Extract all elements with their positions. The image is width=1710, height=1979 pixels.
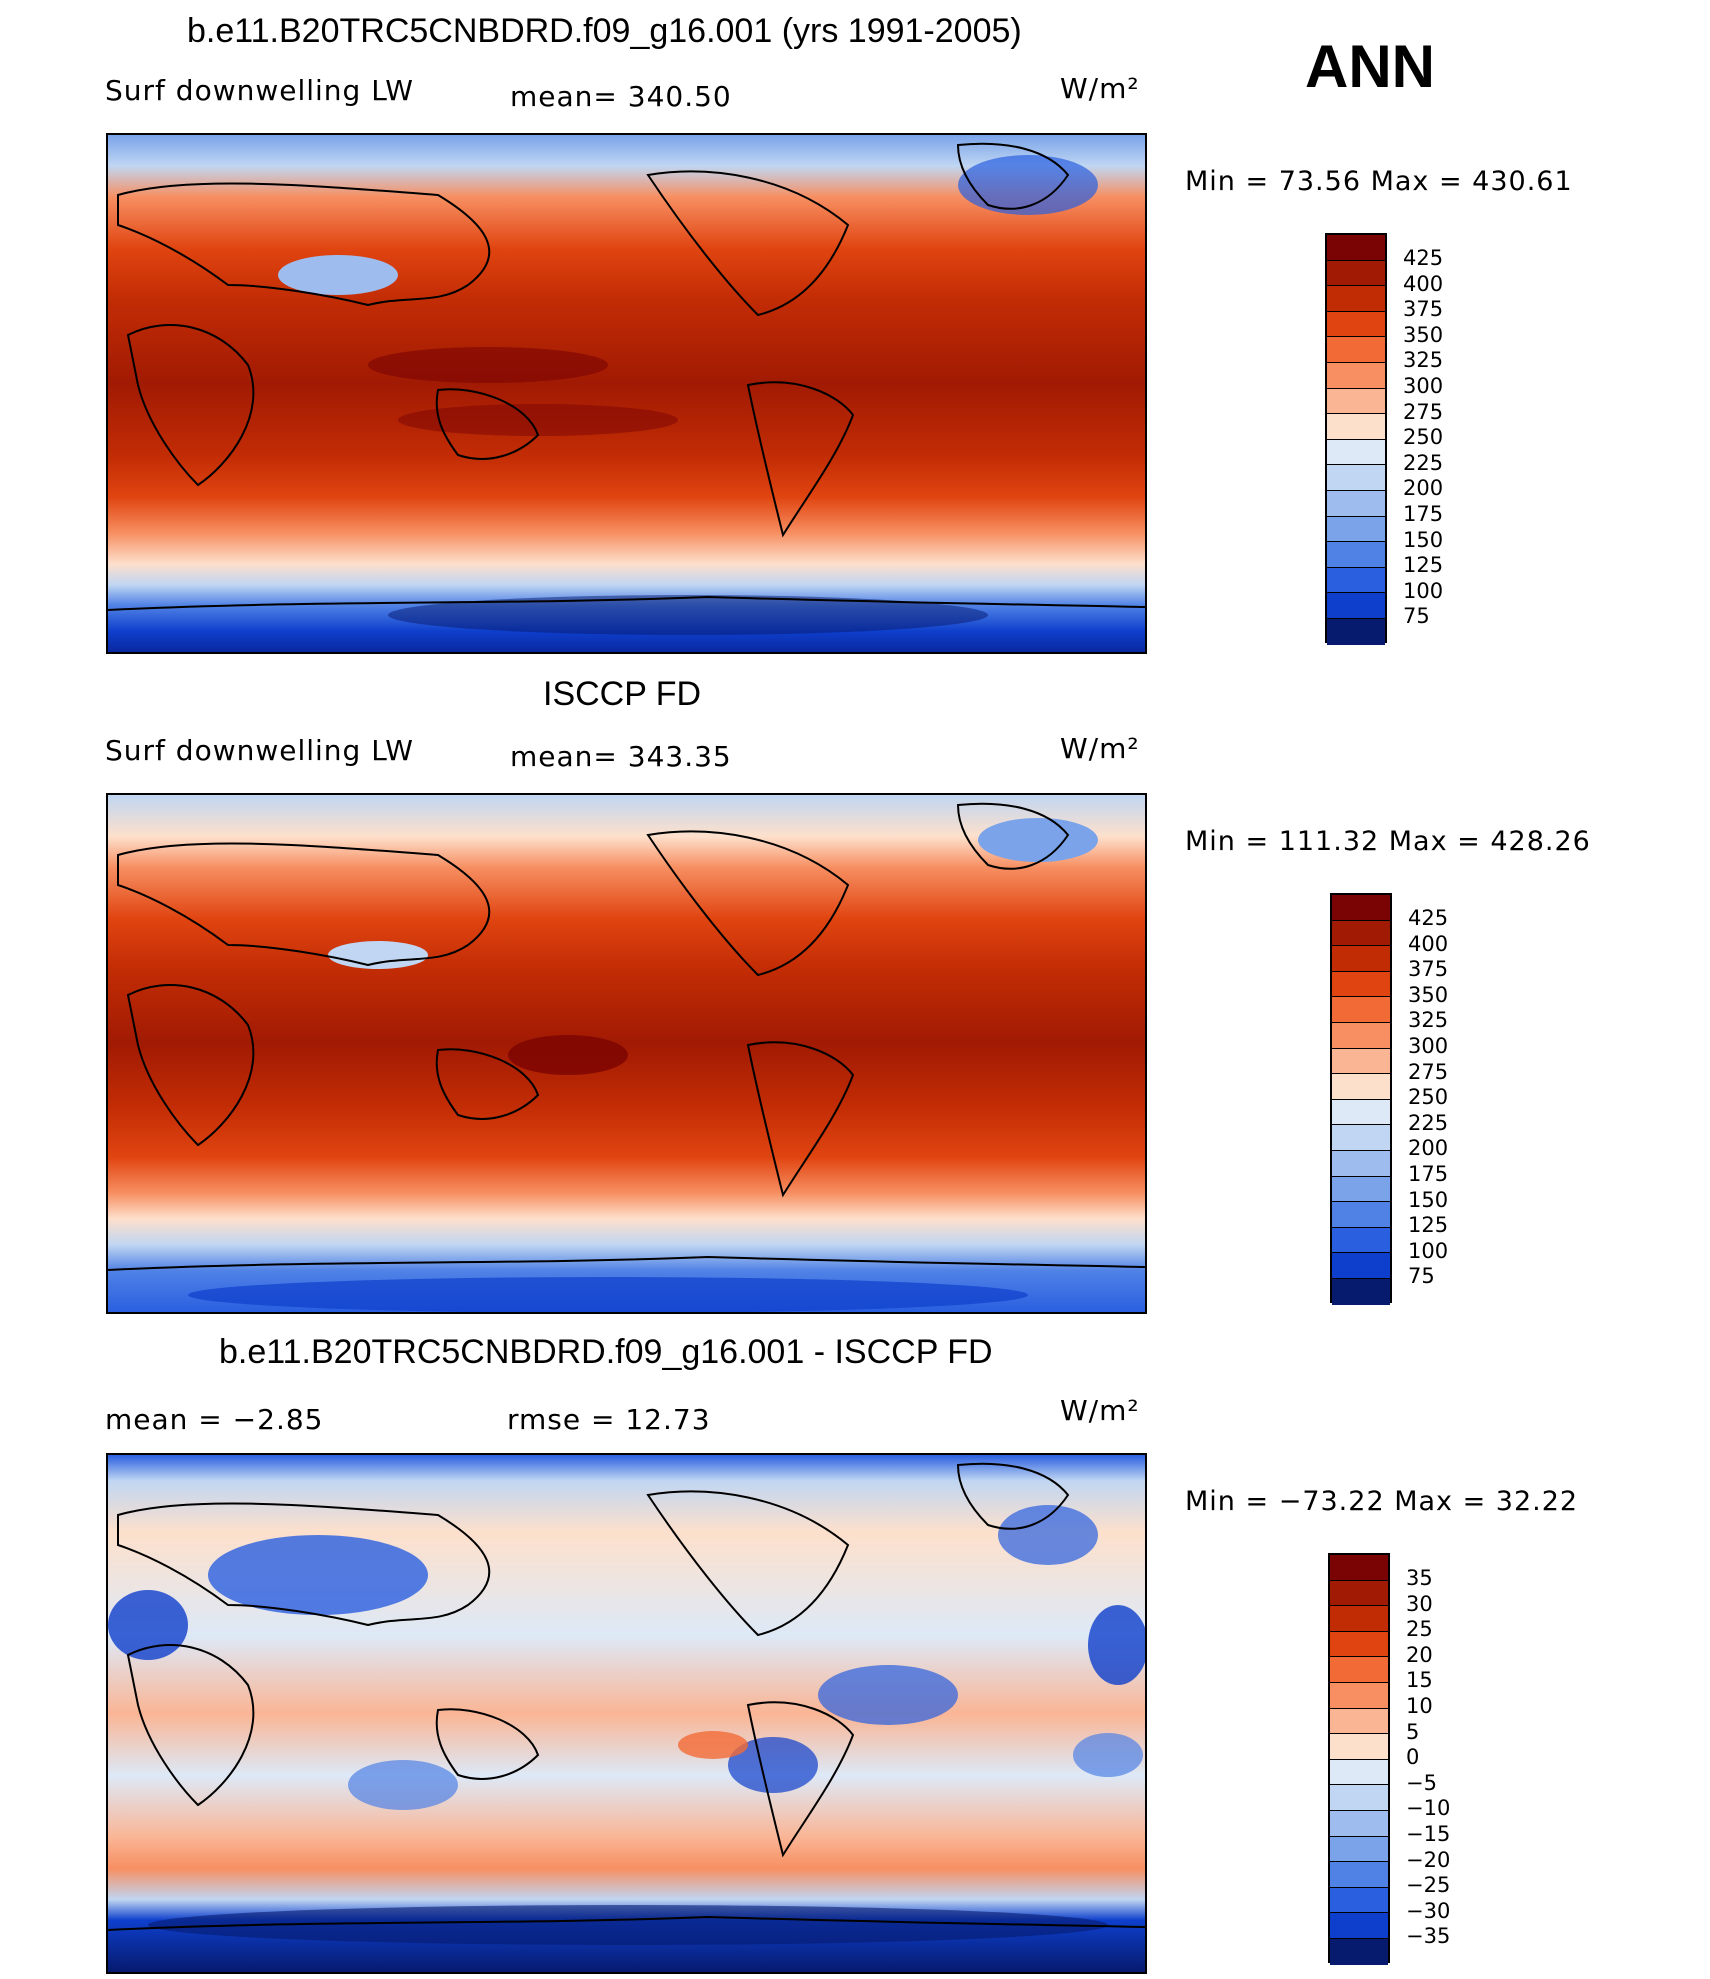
panel1-map <box>106 133 1147 654</box>
colorbar-tick: 200 <box>1408 1136 1449 1161</box>
colorbar-tick: 25 <box>1406 1617 1433 1642</box>
colorbar-tick: 375 <box>1403 297 1444 322</box>
panel3-title: b.e11.B20TRC5CNBDRD.f09_g16.001 - ISCCP … <box>219 1333 993 1371</box>
panel3-rmse-label: rmse = 12.73 <box>507 1403 711 1436</box>
panel2-title: ISCCP FD <box>543 675 702 713</box>
colorbar-tick: 30 <box>1406 1591 1433 1616</box>
panel2-variable-label: Surf downwelling LW <box>105 734 414 767</box>
panel3-colorbar <box>1328 1553 1390 1965</box>
season-label: ANN <box>1305 33 1435 100</box>
colorbar-tick: 175 <box>1403 501 1444 526</box>
panel2-minmax: Min = 111.32 Max = 428.26 <box>1185 826 1591 857</box>
colorbar-tick: 150 <box>1408 1187 1449 1212</box>
colorbar-tick: 275 <box>1408 1059 1449 1084</box>
colorbar-tick: 400 <box>1408 931 1449 956</box>
colorbar-tick: −25 <box>1406 1873 1451 1898</box>
panel1-mean-label: mean= 340.50 <box>510 80 732 113</box>
colorbar-tick: 100 <box>1403 578 1444 603</box>
colorbar-tick: 400 <box>1403 271 1444 296</box>
colorbar-tick: 10 <box>1406 1693 1433 1718</box>
colorbar-tick: 20 <box>1406 1642 1433 1667</box>
colorbar-tick: 300 <box>1403 373 1444 398</box>
colorbar-tick: 5 <box>1406 1719 1420 1744</box>
colorbar-tick: 175 <box>1408 1161 1449 1186</box>
colorbar-tick: 350 <box>1408 982 1449 1007</box>
colorbar-tick: 15 <box>1406 1668 1433 1693</box>
colorbar-tick: 250 <box>1403 425 1444 450</box>
colorbar-tick: −10 <box>1406 1796 1451 1821</box>
colorbar-tick: 150 <box>1403 527 1444 552</box>
colorbar-tick: 325 <box>1408 1008 1449 1033</box>
colorbar-tick: 125 <box>1408 1213 1449 1238</box>
panel1-minmax: Min = 73.56 Max = 430.61 <box>1185 166 1573 197</box>
colorbar-tick: 375 <box>1408 957 1449 982</box>
colorbar-tick: 125 <box>1403 553 1444 578</box>
panel3-minmax: Min = −73.22 Max = 32.22 <box>1185 1486 1579 1517</box>
colorbar-tick: 75 <box>1408 1264 1435 1289</box>
colorbar-tick: 200 <box>1403 476 1444 501</box>
panel2-colorbar-labels: 425 400 375 350 325 300 275 250 225 200 … <box>1408 906 1448 1290</box>
panel3-map <box>106 1453 1147 1974</box>
colorbar-tick: 35 <box>1406 1566 1433 1590</box>
panel2-mean-label: mean= 343.35 <box>510 740 732 773</box>
panel1-colorbar-labels: 425 400 375 350 325 300 275 250 225 200 … <box>1403 246 1443 630</box>
panel3-colorbar-labels: 35 30 25 20 15 10 5 0 −5 −10 −15 −20 −25… <box>1406 1566 1450 1950</box>
colorbar-tick: 325 <box>1403 348 1444 373</box>
panel1-variable-label: Surf downwelling LW <box>105 74 414 107</box>
colorbar-tick: 350 <box>1403 322 1444 347</box>
colorbar-tick: 0 <box>1406 1745 1420 1770</box>
colorbar-tick: 75 <box>1403 604 1430 629</box>
panel2-colorbar <box>1330 893 1392 1305</box>
panel2-map <box>106 793 1147 1314</box>
panel1-title: b.e11.B20TRC5CNBDRD.f09_g16.001 (yrs 199… <box>187 12 1022 50</box>
colorbar-tick: 225 <box>1403 450 1444 475</box>
colorbar-tick: −15 <box>1406 1821 1451 1846</box>
colorbar-tick: −35 <box>1406 1924 1451 1949</box>
colorbar-tick: −20 <box>1406 1847 1451 1872</box>
colorbar-tick: 300 <box>1408 1033 1449 1058</box>
colorbar-tick: 275 <box>1403 399 1444 424</box>
panel3-units-label: W/m² <box>1060 1394 1140 1427</box>
colorbar-tick: 100 <box>1408 1238 1449 1263</box>
panel1-units-label: W/m² <box>1060 72 1140 105</box>
colorbar-tick: −5 <box>1406 1770 1437 1795</box>
colorbar-tick: −30 <box>1406 1898 1451 1923</box>
colorbar-tick: 225 <box>1408 1110 1449 1135</box>
colorbar-tick: 425 <box>1408 906 1449 930</box>
panel1-colorbar <box>1325 233 1387 645</box>
colorbar-tick: 425 <box>1403 246 1444 270</box>
panel3-mean-label: mean = −2.85 <box>105 1403 324 1436</box>
panel2-units-label: W/m² <box>1060 732 1140 765</box>
colorbar-tick: 250 <box>1408 1085 1449 1110</box>
